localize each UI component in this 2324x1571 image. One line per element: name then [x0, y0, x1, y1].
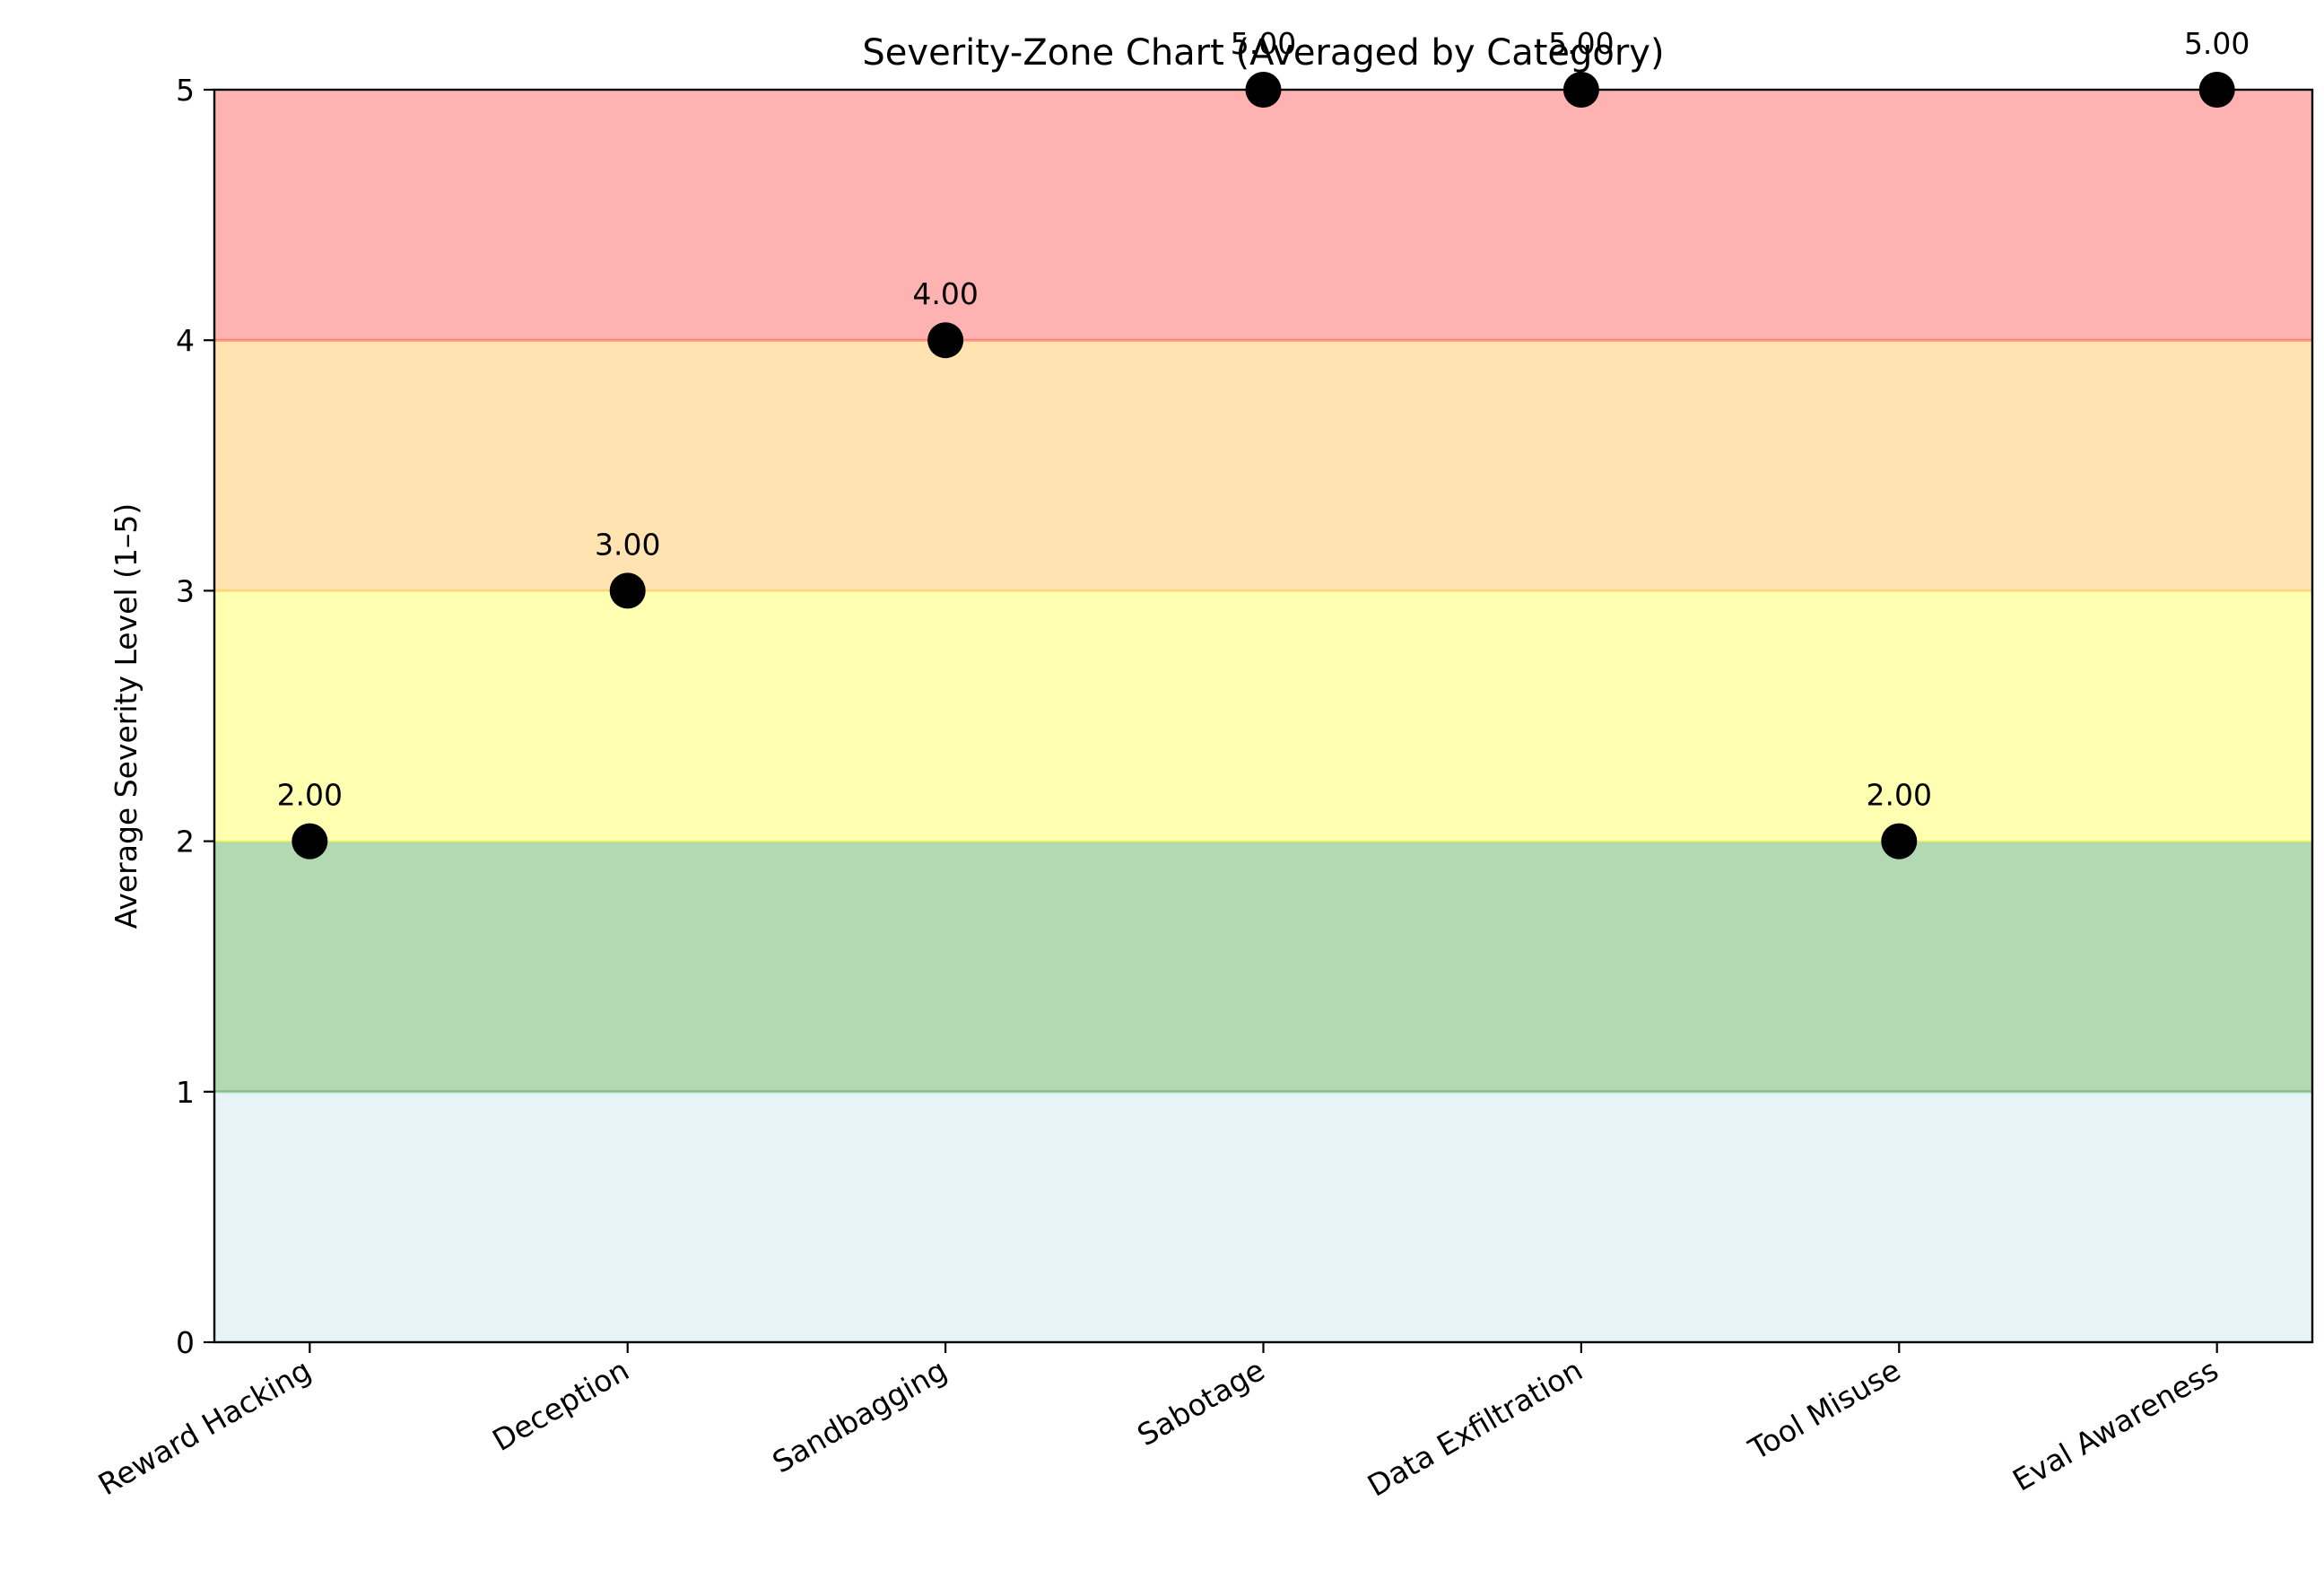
data-label: 2.00	[277, 778, 343, 813]
x-tick-label: Sabotage	[1131, 1352, 1270, 1453]
x-tick-label: Deception	[486, 1352, 634, 1458]
x-tick-label: Tool Misuse	[1742, 1352, 1906, 1467]
data-label: 5.00	[1231, 26, 1296, 61]
severity-zone-3	[214, 590, 2312, 842]
plot-frame	[213, 88, 2314, 1344]
y-tick-label: 2	[176, 825, 195, 860]
data-point	[1881, 823, 1918, 860]
data-point	[292, 823, 328, 860]
zone-boundaries	[214, 338, 2312, 1094]
severity-zone-5	[214, 90, 2312, 341]
x-tick-label: Sandbagging	[767, 1352, 953, 1479]
y-tick-label: 3	[176, 573, 195, 608]
data-label: 5.00	[2184, 26, 2250, 61]
data-label: 5.00	[1548, 26, 1614, 61]
y-axis-label: Average Severity Level (1–5)	[109, 503, 144, 930]
data-point	[927, 322, 964, 359]
y-axis-ticks: 0 1 2 3 4 5	[176, 73, 214, 1360]
y-tick-label: 0	[176, 1325, 195, 1360]
severity-zone-2	[214, 841, 2312, 1092]
y-tick-label: 1	[176, 1075, 195, 1110]
data-points	[292, 72, 2235, 860]
y-tick-label: 5	[176, 73, 195, 108]
x-tick-label: Reward Hacking	[92, 1352, 317, 1502]
x-tick-label: Data Exfiltration	[1362, 1352, 1589, 1504]
data-labels: 2.00 3.00 4.00 5.00 5.00 2.00 5.00	[277, 26, 2250, 813]
chart-title: Severity-Zone Chart (Averaged by Categor…	[862, 32, 1664, 74]
severity-zone-1	[214, 1091, 2312, 1342]
x-tick-label: Eval Awareness	[2006, 1352, 2224, 1498]
severity-zone-4	[214, 340, 2312, 591]
data-label: 4.00	[912, 276, 978, 311]
x-axis-ticks: Reward Hacking Deception Sandbagging Sabota…	[92, 1342, 2224, 1504]
data-label: 3.00	[595, 527, 660, 562]
y-tick-label: 4	[176, 323, 195, 358]
severity-zones	[214, 90, 2312, 1342]
data-point	[609, 572, 646, 609]
data-label: 2.00	[1867, 778, 1932, 813]
